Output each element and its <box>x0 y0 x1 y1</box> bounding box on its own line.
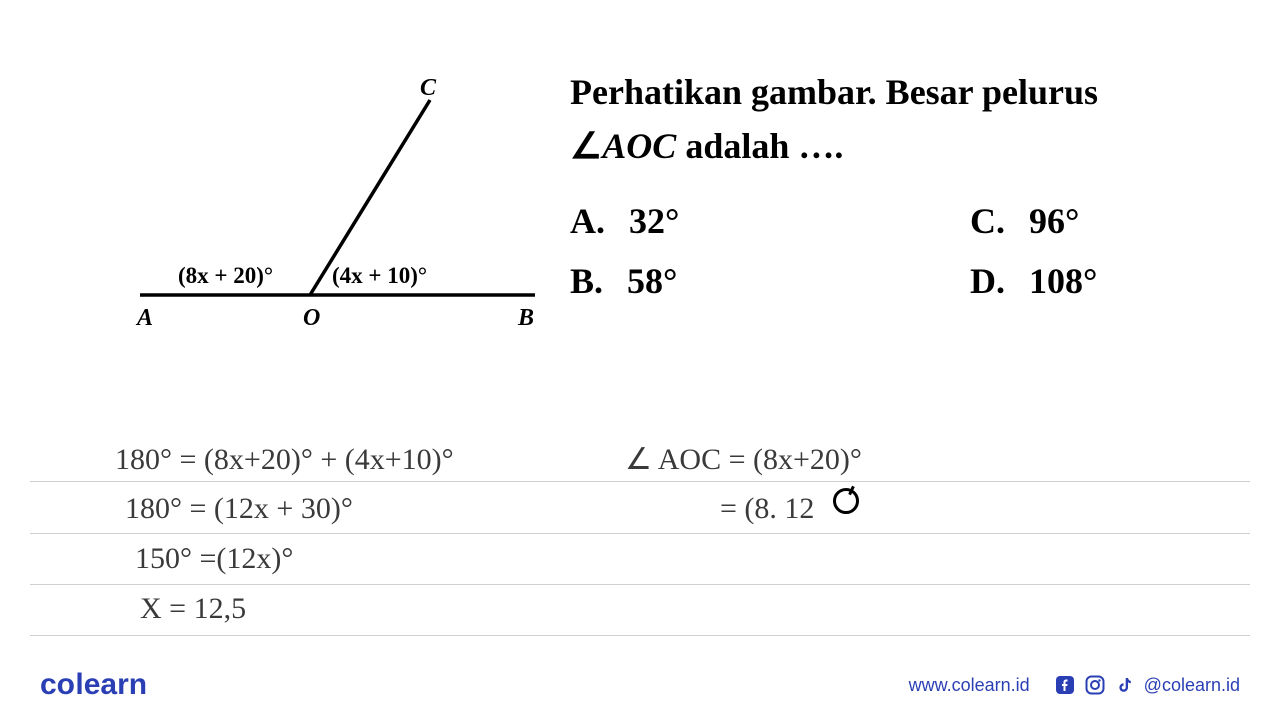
point-a-label: A <box>137 305 153 332</box>
cursor-icon <box>833 488 859 514</box>
option-d-value: 108° <box>1029 260 1097 302</box>
question-text: Perhatikan gambar. Besar pelurus ∠AOC ad… <box>570 65 1230 173</box>
angle-symbol: ∠ <box>570 125 602 166</box>
website-url: www.colearn.id <box>909 675 1030 696</box>
worked-right-2: = (8. 12 <box>720 485 814 533</box>
angle-right-label: (4x + 10)° <box>332 263 427 289</box>
social-links: @colearn.id <box>1054 674 1240 696</box>
instagram-icon <box>1084 674 1106 696</box>
option-c-value: 96° <box>1029 200 1079 242</box>
angle-name: AOC <box>602 126 676 166</box>
option-a: A. 32° <box>570 191 970 251</box>
rule-line-2 <box>30 533 1250 534</box>
worked-right-1: ∠ AOC = (8x+20)° <box>625 436 862 484</box>
social-handle: @colearn.id <box>1144 675 1240 696</box>
worked-line-2: 180° = (12x + 30)° <box>125 485 353 533</box>
option-d: D. 108° <box>970 251 1190 311</box>
point-b-label: B <box>518 305 534 332</box>
angle-left-label: (8x + 20)° <box>178 263 273 289</box>
facebook-icon <box>1054 674 1076 696</box>
point-o-label: O <box>303 305 320 332</box>
option-a-value: 32° <box>629 200 679 242</box>
worked-line-4: X = 12,5 <box>140 585 246 633</box>
logo-co: co <box>40 668 75 701</box>
option-b: B. 58° <box>570 251 970 311</box>
option-b-value: 58° <box>627 260 677 302</box>
rule-line-4 <box>30 635 1250 636</box>
brand-logo: co learn <box>40 668 147 702</box>
point-c-label: C <box>420 75 436 102</box>
worked-line-1: 180° = (8x+20)° + (4x+10)° <box>115 436 454 484</box>
answer-options: A. 32° C. 96° B. 58° D. 108° <box>570 191 1230 311</box>
diagram-svg <box>130 70 550 340</box>
footer-bar: co learn www.colearn.id @colearn.id <box>0 650 1280 720</box>
option-d-letter: D. <box>970 260 1005 302</box>
worked-line-3: 150° =(12x)° <box>135 535 293 583</box>
question-line1: Perhatikan gambar. Besar pelurus <box>570 72 1098 112</box>
tiktok-icon <box>1114 674 1136 696</box>
option-b-letter: B. <box>570 260 603 302</box>
option-c-letter: C. <box>970 200 1005 242</box>
logo-learn: learn <box>75 668 147 701</box>
option-a-letter: A. <box>570 200 605 242</box>
footer-right: www.colearn.id @colearn.id <box>909 674 1240 696</box>
question-block: Perhatikan gambar. Besar pelurus ∠AOC ad… <box>570 65 1230 311</box>
option-c: C. 96° <box>970 191 1190 251</box>
geometry-diagram: A O B C (8x + 20)° (4x + 10)° <box>130 70 550 340</box>
question-line2-post: adalah …. <box>676 126 843 166</box>
